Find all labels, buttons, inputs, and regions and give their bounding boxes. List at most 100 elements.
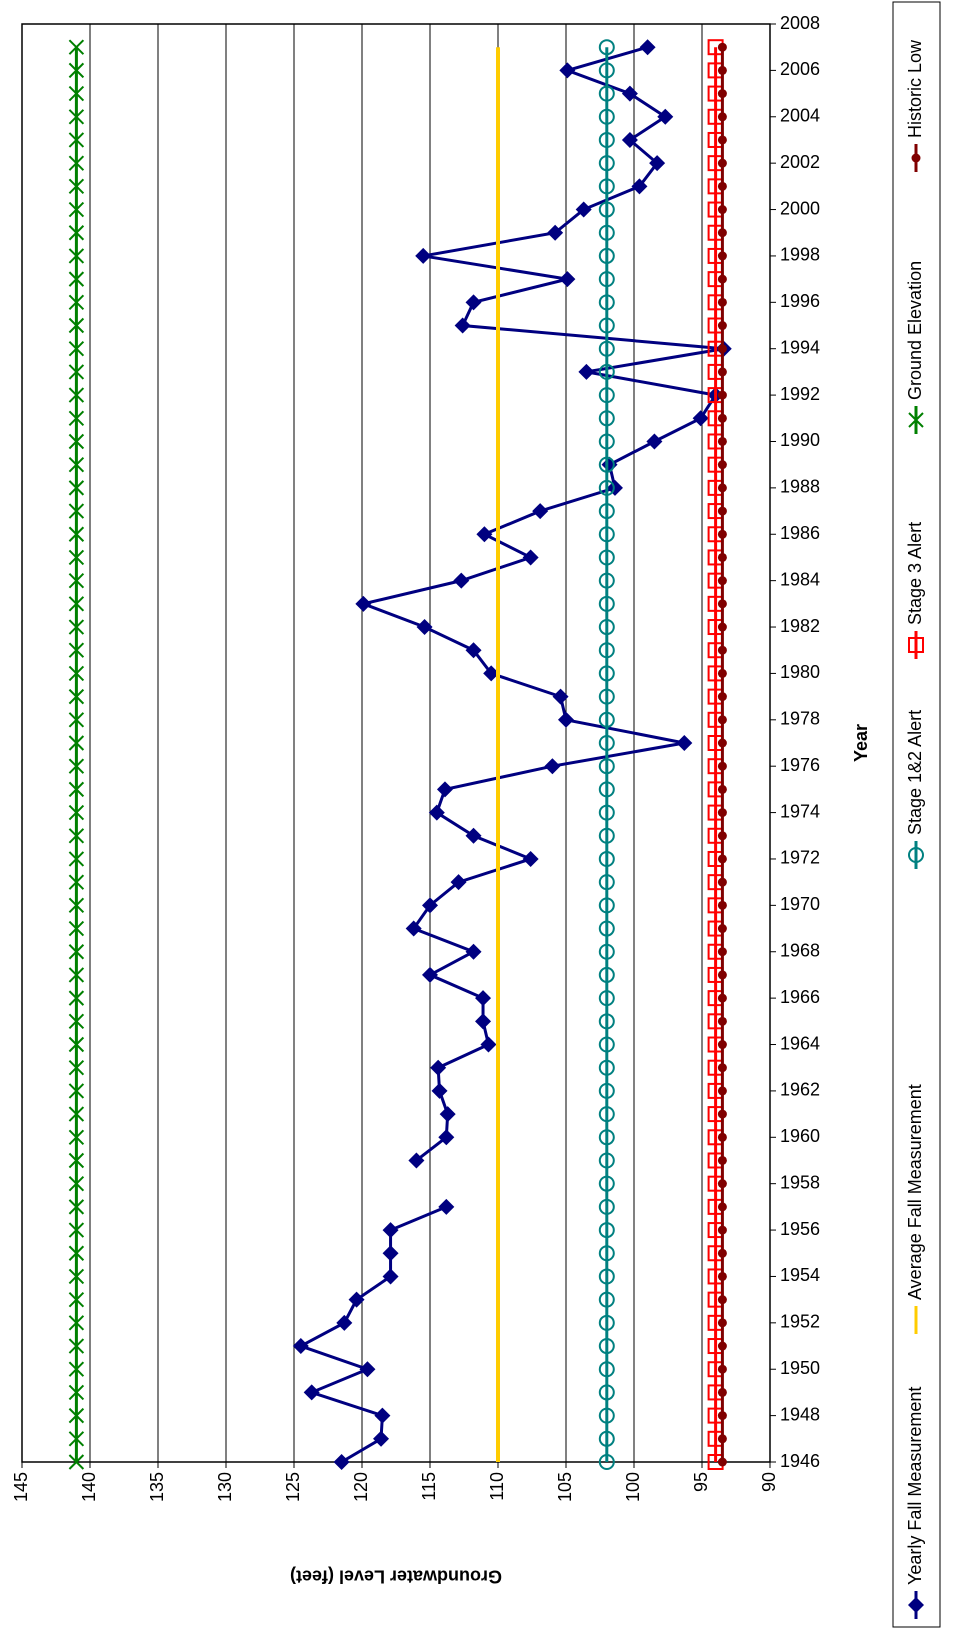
circle-marker	[598, 1430, 615, 1447]
circle-marker	[598, 1222, 615, 1239]
dot-marker	[717, 460, 727, 470]
dot-marker	[717, 89, 727, 99]
x-marker	[68, 1245, 85, 1261]
diamond-marker	[382, 1222, 399, 1239]
diamond-marker	[439, 1106, 456, 1123]
y-tick-label: 105	[555, 1472, 575, 1502]
dot-marker	[717, 576, 727, 586]
dot-marker	[717, 112, 727, 122]
dot-marker	[717, 65, 727, 75]
dot-marker	[717, 622, 727, 632]
diamond-marker	[450, 874, 467, 891]
diamond-marker	[558, 711, 574, 728]
diamond-marker	[374, 1407, 391, 1424]
dot-marker	[717, 924, 727, 934]
legend-label: Historic Low	[905, 39, 925, 138]
circle-marker	[598, 410, 615, 427]
circle-marker	[598, 1338, 615, 1355]
circle-marker	[598, 874, 615, 891]
circle-marker	[598, 108, 615, 125]
x-marker	[68, 317, 85, 334]
dot-marker	[717, 42, 727, 52]
x-marker	[68, 665, 85, 682]
x-marker	[68, 294, 85, 311]
x-marker	[68, 480, 85, 496]
circle-marker	[598, 503, 615, 520]
circle-marker	[598, 1106, 615, 1123]
dot-marker	[717, 436, 727, 446]
circle-marker	[598, 39, 615, 56]
legend-label: Stage 1&2 Alert	[905, 710, 925, 835]
circle-marker	[598, 526, 615, 543]
dot-marker	[717, 831, 727, 841]
circle-marker	[598, 850, 615, 867]
diamond-marker	[657, 108, 674, 125]
diamond-marker	[428, 804, 445, 821]
x-tick-label: 1950	[780, 1358, 820, 1378]
x-marker	[68, 155, 85, 171]
x-tick-label: 1958	[780, 1172, 820, 1192]
x-marker	[68, 549, 85, 566]
x-marker	[68, 735, 85, 751]
dot-marker	[717, 692, 727, 702]
x-tick-label: 1972	[780, 848, 820, 868]
dot-marker	[717, 344, 727, 354]
circle-marker	[598, 665, 615, 682]
x-tick-label: 2004	[780, 106, 820, 126]
x-marker	[68, 967, 85, 983]
dot-marker	[717, 645, 727, 655]
diamond-marker	[453, 572, 470, 589]
circle-marker	[598, 62, 615, 79]
diamond-marker	[480, 1036, 497, 1053]
diamond-marker	[465, 294, 482, 311]
dot-marker	[717, 251, 727, 261]
legend-label: Stage 3 Alert	[905, 522, 925, 625]
x-marker	[68, 85, 85, 102]
circle-marker	[598, 340, 615, 357]
x-tick-label: 2000	[780, 198, 820, 218]
y-tick-label: 140	[79, 1472, 99, 1502]
dot-marker	[717, 1411, 727, 1421]
series-line	[297, 45, 725, 1464]
diamond-marker	[422, 966, 438, 983]
x-marker	[68, 1129, 85, 1145]
diamond-marker	[483, 665, 500, 682]
circle-marker	[598, 363, 615, 380]
diamond-marker	[438, 1198, 455, 1215]
x-marker	[68, 572, 85, 589]
dot-marker	[717, 413, 727, 423]
x-marker	[68, 1175, 85, 1192]
x-marker	[68, 62, 85, 79]
diamond-marker	[908, 1597, 924, 1613]
x-marker	[68, 201, 85, 218]
x-tick-label: 1978	[780, 709, 820, 729]
x-marker	[68, 781, 85, 798]
diamond-marker	[676, 735, 693, 751]
diamond-marker	[544, 758, 561, 775]
y-axis-title: Groundwater Level (feet)	[290, 1566, 502, 1586]
diamond-marker	[422, 897, 438, 914]
diamond-marker	[559, 62, 576, 79]
dot-marker	[717, 297, 727, 307]
x-marker	[68, 1268, 85, 1285]
y-tick-label: 115	[419, 1472, 439, 1501]
diamond-marker	[416, 619, 433, 636]
x-marker	[68, 1222, 85, 1238]
dot-marker	[717, 1341, 727, 1351]
circle-marker	[598, 897, 615, 914]
y-tick-label: 130	[215, 1472, 235, 1502]
dot-marker	[717, 390, 727, 400]
dot-marker	[717, 1225, 727, 1235]
dot-marker	[717, 367, 727, 377]
diamond-marker	[606, 479, 623, 496]
dot-marker	[717, 784, 727, 794]
circle-marker	[598, 804, 615, 821]
x-marker	[68, 1083, 85, 1099]
diamond-marker	[578, 363, 595, 380]
circle-marker	[598, 1361, 615, 1378]
y-tick-label: 95	[691, 1472, 711, 1492]
x-marker	[68, 1361, 85, 1377]
x-marker	[68, 1106, 85, 1122]
dot-marker	[717, 808, 727, 818]
y-tick-label: 110	[487, 1472, 507, 1501]
